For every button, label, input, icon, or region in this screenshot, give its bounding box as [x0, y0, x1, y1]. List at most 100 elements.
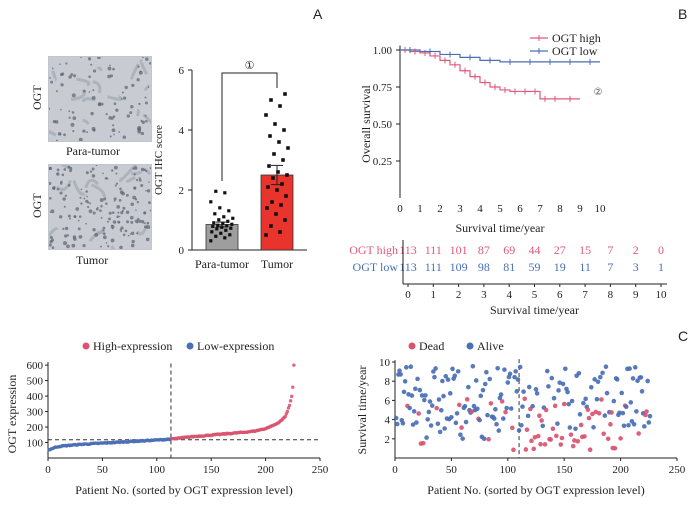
- data-point: [224, 228, 228, 232]
- alive-point: [480, 387, 486, 393]
- ihc-nucleus: [94, 232, 99, 237]
- dead-point: [459, 425, 464, 430]
- x-tick-label: 9: [577, 203, 583, 215]
- dead-point: [542, 442, 548, 447]
- data-point: [274, 212, 278, 216]
- y-tick-label: 6: [385, 395, 391, 407]
- data-point: [268, 134, 272, 138]
- table-tick-label: 5: [532, 289, 538, 301]
- alive-point: [581, 400, 586, 406]
- ihc-nucleus: [136, 217, 140, 221]
- y-tick-label: 4: [179, 125, 185, 137]
- ihc-nucleus: [129, 215, 134, 220]
- ihc-nucleus: [73, 215, 77, 218]
- legend-label: OGT high: [552, 31, 601, 45]
- alive-point: [427, 399, 433, 404]
- data-point: [285, 173, 289, 177]
- ihc-nucleus: [112, 124, 115, 127]
- ihc-nucleus: [149, 209, 151, 212]
- ihc-nucleus: [108, 211, 112, 215]
- alive-point: [628, 400, 634, 405]
- ihc-nucleus: [107, 66, 112, 71]
- ihc-nucleus: [109, 64, 111, 67]
- data-point: [283, 218, 287, 222]
- alive-point: [394, 421, 400, 427]
- ihc-nucleus: [77, 227, 81, 231]
- alive-point: [426, 409, 432, 415]
- ihc-nucleus: [50, 238, 55, 242]
- ihc-nucleus: [144, 101, 148, 105]
- alive-point: [566, 401, 572, 407]
- ihc-nucleus: [138, 102, 141, 106]
- data-point: [227, 209, 231, 213]
- data-point: [218, 206, 222, 210]
- ihc-nucleus: [63, 168, 67, 171]
- alive-point: [619, 390, 625, 396]
- x-tick-label: 250: [312, 464, 329, 476]
- y-tick-label: 8: [385, 376, 391, 388]
- ihc-tissue-strand: [142, 113, 151, 125]
- alive-point: [398, 372, 403, 377]
- data-point: [269, 224, 273, 228]
- alive-point: [438, 407, 444, 413]
- data-point: [269, 98, 273, 102]
- dead-point: [488, 401, 494, 406]
- ihc-nucleus: [49, 211, 52, 213]
- ihc-nucleus: [120, 230, 123, 233]
- data-point: [264, 233, 268, 237]
- data-point: [229, 226, 233, 230]
- panel-letter-b: B: [678, 6, 688, 22]
- alive-point: [454, 411, 460, 416]
- ihc-nucleus: [92, 128, 96, 132]
- alive-point: [638, 375, 644, 380]
- ihc-nucleus: [90, 63, 93, 66]
- alive-point: [512, 374, 517, 380]
- ihc-nucleus: [90, 111, 94, 116]
- legend-marker: [408, 342, 416, 350]
- ihc-nucleus: [143, 225, 147, 229]
- alive-point: [397, 368, 402, 374]
- y-tick-label: 0.75: [373, 82, 393, 94]
- ihc-tissue-strand: [131, 170, 143, 176]
- legend-marker: [466, 342, 474, 350]
- data-point: [223, 236, 227, 240]
- ihc-nucleus: [92, 89, 95, 92]
- alive-point: [460, 436, 465, 441]
- alive-point: [400, 421, 406, 426]
- ihc-nucleus: [52, 186, 56, 189]
- ihc-caption-para-tumor: Para-tumor: [66, 144, 120, 158]
- table-tick-label: 10: [656, 289, 668, 301]
- alive-point: [445, 377, 451, 382]
- ihc-nucleus: [69, 169, 73, 173]
- ihc-nucleus: [113, 197, 117, 201]
- ihc-nucleus: [132, 195, 136, 200]
- alive-point: [500, 416, 506, 421]
- alive-point: [544, 368, 550, 374]
- ihc-nucleus: [91, 167, 95, 171]
- alive-point: [436, 397, 442, 402]
- ihc-tissue-strand: [84, 178, 100, 189]
- expression-point: [290, 394, 294, 399]
- ihc-nucleus: [118, 215, 121, 218]
- alive-point: [413, 386, 418, 392]
- alive-point: [484, 369, 489, 375]
- ihc-nucleus: [125, 193, 129, 197]
- ihc-nucleus: [62, 197, 66, 201]
- data-point: [275, 188, 279, 192]
- significance-mark: ①: [245, 60, 255, 72]
- alive-point: [639, 389, 645, 394]
- ihc-nucleus: [59, 182, 63, 185]
- alive-point: [485, 412, 490, 418]
- ihc-nucleus: [107, 245, 110, 248]
- dead-point: [644, 409, 649, 414]
- risk-count: 109: [450, 260, 468, 274]
- ihc-nucleus: [130, 220, 134, 224]
- ihc-nucleus: [136, 200, 140, 204]
- ihc-nucleus: [85, 190, 88, 193]
- ihc-nucleus: [129, 111, 133, 115]
- y-axis-label: Survival time/year: [355, 366, 369, 455]
- ihc-tissue-strand: [72, 180, 86, 196]
- alive-point: [493, 406, 498, 412]
- alive-point: [565, 389, 570, 395]
- alive-point: [393, 415, 399, 421]
